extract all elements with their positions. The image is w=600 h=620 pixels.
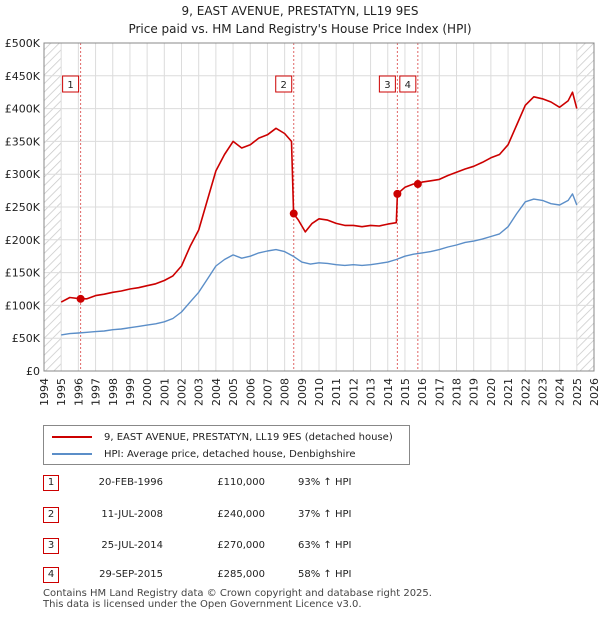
- sale-marker-box: [399, 75, 417, 93]
- sale-marker-box: [378, 75, 396, 93]
- y-tick-label: £100K: [5, 299, 41, 312]
- transaction-hpi-change: 63% ↑ HPI: [298, 540, 352, 551]
- transaction-date: 29-SEP-2015: [99, 569, 163, 580]
- transaction-hpi-change: 58% ↑ HPI: [298, 569, 352, 580]
- chart-title-line-1: 9, EAST AVENUE, PRESTATYN, LL19 9ES: [181, 4, 419, 18]
- x-tick-label: 2015: [399, 378, 412, 406]
- y-tick-label: £300K: [5, 168, 41, 181]
- series-line-property: [60, 91, 578, 303]
- x-tick-label: 2020: [485, 378, 498, 406]
- x-tick-label: 2001: [158, 378, 171, 406]
- x-tick-label: 1994: [38, 378, 51, 406]
- legend-swatch-property: [52, 436, 92, 438]
- transaction-hpi-change: 37% ↑ HPI: [298, 509, 352, 520]
- y-tick-label: £250K: [5, 201, 41, 214]
- chart-title-line-2: Price paid vs. HM Land Registry's House …: [128, 22, 472, 36]
- sale-point: [289, 209, 298, 218]
- series-line-hpi: [61, 193, 578, 336]
- x-tick-label: 2000: [141, 378, 154, 406]
- transaction-price: £240,000: [217, 509, 265, 520]
- transaction-number-badge: 1: [43, 475, 59, 491]
- x-tick-label: 2022: [519, 378, 532, 406]
- legend-item-hpi: HPI: Average price, detached house, Denb…: [52, 447, 355, 461]
- sale-marker-label: 1: [67, 80, 73, 91]
- y-tick-label: £150K: [5, 267, 41, 280]
- sale-marker-label: 3: [384, 80, 390, 91]
- x-tick-label: 2017: [433, 378, 446, 406]
- x-tick-label: 1995: [55, 378, 68, 406]
- x-tick-label: 1999: [124, 378, 137, 406]
- transaction-price: £270,000: [217, 540, 265, 551]
- sale-point: [393, 189, 402, 198]
- transaction-row: 4 29-SEP-2015 £285,000 58% ↑ HPI: [43, 567, 463, 585]
- transaction-hpi-change: 93% ↑ HPI: [298, 477, 352, 488]
- y-tick-label: £500K: [5, 37, 41, 50]
- legend-label-property: 9, EAST AVENUE, PRESTATYN, LL19 9ES (det…: [104, 431, 393, 443]
- x-tick-label: 2018: [451, 378, 464, 406]
- x-tick-label: 2014: [382, 378, 395, 406]
- x-tick-label: 2002: [176, 378, 189, 406]
- plot-frame: [43, 42, 595, 372]
- sale-point: [413, 180, 422, 189]
- x-tick-label: 1998: [107, 378, 120, 406]
- y-tick-label: £50K: [12, 332, 41, 345]
- transaction-date: 25-JUL-2014: [101, 540, 163, 551]
- price-chart: 1 2 3 4 £0 £50K £100K £150K £200K £250K £300K £350…: [5, 37, 600, 406]
- x-tick-label: 2004: [210, 378, 223, 406]
- transaction-date: 11-JUL-2008: [101, 509, 163, 520]
- x-tick-label: 2003: [193, 378, 206, 406]
- x-tick-label: 2008: [279, 378, 292, 406]
- chart-legend: 9, EAST AVENUE, PRESTATYN, LL19 9ES (det…: [43, 425, 410, 465]
- transaction-number-badge: 4: [43, 567, 59, 583]
- legend-item-property: 9, EAST AVENUE, PRESTATYN, LL19 9ES (det…: [52, 430, 393, 444]
- x-tick-label: 2007: [261, 378, 274, 406]
- y-tick-label: £450K: [5, 70, 41, 83]
- footer-copyright: Contains HM Land Registry data © Crown c…: [43, 588, 432, 599]
- y-tick-label: £200K: [5, 234, 41, 247]
- transaction-row: 1 20-FEB-1996 £110,000 93% ↑ HPI: [43, 475, 463, 493]
- x-tick-label: 2013: [365, 378, 378, 406]
- transaction-number-badge: 2: [43, 507, 59, 523]
- x-tick-label: 2024: [554, 378, 567, 406]
- y-tick-label: £350K: [5, 135, 41, 148]
- sale-marker-label: 4: [405, 80, 411, 91]
- x-tick-label: 2012: [347, 378, 360, 406]
- sale-marker-label: 2: [281, 80, 287, 91]
- transaction-price: £285,000: [217, 569, 265, 580]
- footer-attribution: Contains HM Land Registry data © Crown c…: [43, 588, 432, 610]
- transaction-row: 2 11-JUL-2008 £240,000 37% ↑ HPI: [43, 507, 463, 525]
- x-tick-label: 2010: [313, 378, 326, 406]
- sale-point: [76, 294, 85, 303]
- x-tick-label: 2026: [588, 378, 600, 406]
- x-tick-label: 2016: [416, 378, 429, 406]
- transaction-date: 20-FEB-1996: [98, 477, 163, 488]
- x-tick-label: 2021: [502, 378, 515, 406]
- y-tick-label: £400K: [5, 103, 41, 116]
- footer-licence: This data is licensed under the Open Gov…: [43, 599, 362, 610]
- transaction-row: 3 25-JUL-2014 £270,000 63% ↑ HPI: [43, 538, 463, 556]
- sale-marker-box: [275, 75, 293, 93]
- x-tick-label: 1997: [90, 378, 103, 406]
- x-tick-label: 2009: [296, 378, 309, 406]
- x-tick-label: 2005: [227, 378, 240, 406]
- legend-swatch-hpi: [52, 453, 92, 455]
- sale-marker-box: [62, 75, 80, 93]
- x-tick-label: 2006: [244, 378, 257, 406]
- x-tick-label: 1996: [72, 378, 85, 406]
- x-tick-label: 2023: [536, 378, 549, 406]
- transaction-price: £110,000: [217, 477, 265, 488]
- x-tick-label: 2019: [468, 378, 481, 406]
- x-tick-label: 2025: [571, 378, 584, 406]
- x-tick-label: 2011: [330, 378, 343, 406]
- legend-label-hpi: HPI: Average price, detached house, Denb…: [104, 448, 356, 460]
- y-tick-label: £0: [26, 365, 40, 378]
- transaction-number-badge: 3: [43, 538, 59, 554]
